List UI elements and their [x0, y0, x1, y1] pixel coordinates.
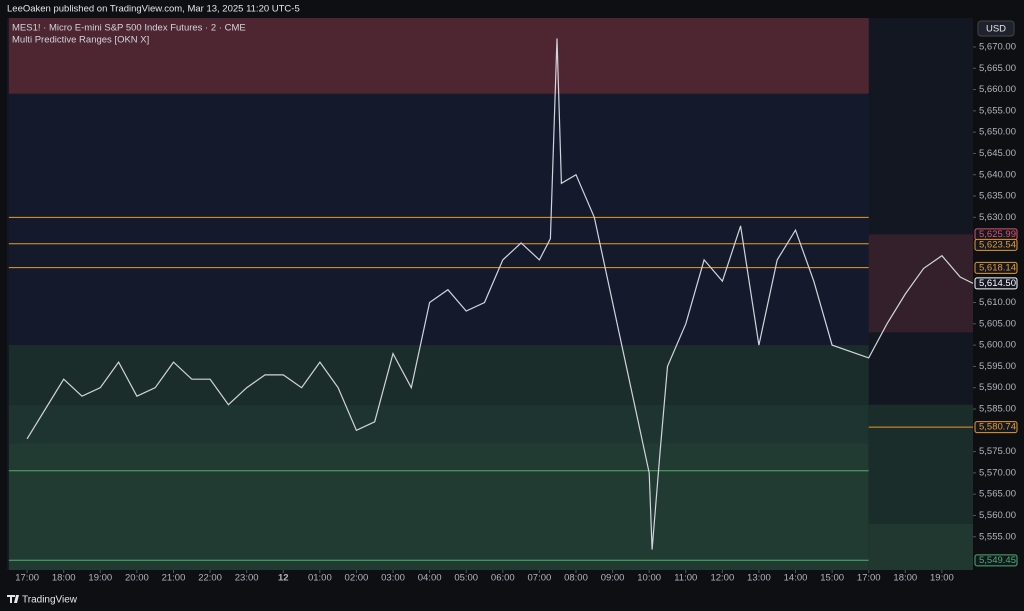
x-tick-label: 18:00 — [893, 573, 917, 584]
x-tick-label: 07:00 — [528, 573, 552, 584]
y-tick-label: 5,605.00 — [979, 318, 1016, 329]
y-tick-label: 5,585.00 — [979, 404, 1016, 415]
x-tick-label: 02:00 — [345, 573, 369, 584]
range-zone — [8, 443, 869, 570]
range-zone — [868, 404, 973, 524]
price-tag — [974, 238, 1018, 251]
y-tick-label: 5,600.00 — [979, 340, 1016, 351]
x-tick-label: 20:00 — [125, 573, 149, 584]
x-tick-label: 21:00 — [162, 573, 186, 584]
x-tick-label: 17:00 — [857, 573, 881, 584]
x-tick-label: 19:00 — [930, 573, 954, 584]
price-tag-label: 5,625.99 — [979, 229, 1016, 240]
x-tick-label: 17:00 — [15, 573, 39, 584]
y-tick-label: 5,565.00 — [979, 489, 1016, 500]
x-tick-label: 19:00 — [88, 573, 112, 584]
y-tick-label: 5,660.00 — [979, 84, 1016, 95]
x-tick-label: 10:00 — [637, 573, 661, 584]
y-tick-label: 5,645.00 — [979, 148, 1016, 159]
price-tag — [974, 261, 1018, 274]
y-tick-label: 5,610.00 — [979, 297, 1016, 308]
y-tick-label: 5,635.00 — [979, 191, 1016, 202]
y-tick-label: 5,650.00 — [979, 127, 1016, 138]
x-tick-label: 13:00 — [747, 573, 771, 584]
plot — [8, 18, 974, 570]
x-tick-label: 14:00 — [784, 573, 808, 584]
y-tick-label: 5,560.00 — [979, 510, 1016, 521]
price-tag — [974, 554, 1018, 567]
currency[interactable]: USD — [986, 24, 1006, 35]
x-tick-label: 15:00 — [820, 573, 844, 584]
chart-title: MES1! · Micro E-mini S&P 500 Index Futur… — [12, 23, 246, 34]
price-tag-label: 5,580.74 — [979, 422, 1016, 433]
y-tick-label: 5,570.00 — [979, 467, 1016, 478]
price-tag — [974, 277, 1018, 290]
price-tag-label: 5,549.45 — [979, 555, 1016, 566]
x-tick-label: 06:00 — [491, 573, 515, 584]
price-tag — [974, 421, 1018, 434]
currency-button[interactable] — [977, 20, 1015, 37]
x-tick-label: 23:00 — [235, 573, 259, 584]
y-tick-label: 5,630.00 — [979, 212, 1016, 223]
y-tick-label: 5,555.00 — [979, 531, 1016, 542]
y-tick-label: 5,665.00 — [979, 63, 1016, 74]
y-tick-label: 5,655.00 — [979, 105, 1016, 116]
range-zone — [8, 18, 869, 94]
y-tick-label: 5,575.00 — [979, 446, 1016, 457]
y-tick-label: 5,640.00 — [979, 169, 1016, 180]
range-zone — [8, 404, 869, 444]
price-tag-label: 5,614.50 — [979, 278, 1016, 289]
x-tick-label: 12:00 — [710, 573, 734, 584]
range-zone — [868, 234, 973, 333]
x-tick-label: 12 — [278, 573, 289, 584]
logo — [7, 595, 19, 603]
range-zone — [8, 345, 869, 405]
indicator-name: Multi Predictive Ranges [OKN X] — [12, 35, 149, 46]
x-tick-label: 01:00 — [308, 573, 332, 584]
y-tick-label: 5,590.00 — [979, 382, 1016, 393]
x-tick-label: 08:00 — [564, 573, 588, 584]
range-zone — [868, 524, 973, 570]
price-tag-label: 5,623.54 — [979, 239, 1016, 250]
brand: TradingView — [22, 595, 78, 606]
x-tick-label: 22:00 — [198, 573, 222, 584]
x-tick-label: 11:00 — [674, 573, 697, 584]
x-tick-label: 03:00 — [381, 573, 405, 584]
x-tick-label: 04:00 — [418, 573, 442, 584]
x-tick-label: 18:00 — [52, 573, 76, 584]
y-tick-label: 5,595.00 — [979, 361, 1016, 372]
publisher: LeeOaken published on TradingView.com, M… — [7, 4, 300, 15]
y-tick-label: 5,670.00 — [979, 41, 1016, 52]
x-tick-label: 05:00 — [454, 573, 478, 584]
range-zone — [8, 93, 869, 346]
price-line — [26, 38, 974, 550]
x-tick-label: 09:00 — [601, 573, 625, 584]
price-tag-label: 5,618.14 — [979, 262, 1016, 273]
